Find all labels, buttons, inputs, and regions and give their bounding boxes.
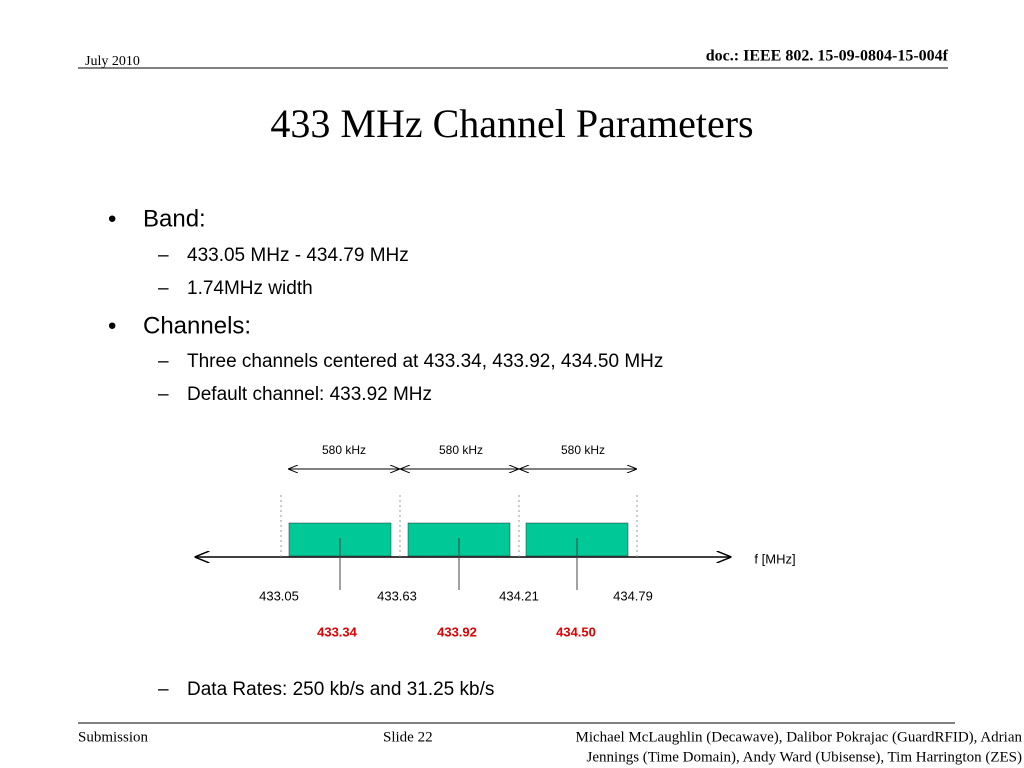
diagram: 580 kHz 580 kHz 580 kHz 433.05 433.63 43… [196,443,796,639]
edge-label: 433.63 [377,588,417,603]
sub-dash: – [158,384,169,405]
sub-text: 1.74MHz width [187,278,313,299]
width-label: 580 kHz [561,443,605,457]
footer-authors: Jennings (Time Domain), Andy Ward (Ubise… [587,749,1022,765]
axis-label: f [MHz] [754,551,795,566]
header-date: July 2010 [85,54,140,69]
header-doc: doc.: IEEE 802. 15-09-0804-15-004f [706,48,949,65]
width-label: 580 kHz [322,443,366,457]
footer-slide: Slide 22 [383,729,433,745]
sub-dash: – [158,679,169,700]
bullet-dot: • [108,205,116,232]
center-label: 433.92 [437,624,477,639]
sub-text: Default channel: 433.92 MHz [187,384,432,405]
width-label: 580 kHz [439,443,483,457]
slide-title: 433 MHz Channel Parameters [270,101,753,146]
edge-label: 434.21 [499,588,539,603]
edge-lines [280,495,638,557]
center-lines [339,538,578,590]
footer-authors: Michael McLaughlin (Decawave), Dalibor P… [575,729,1022,745]
edge-label: 434.79 [613,588,653,603]
sub-text: Three channels centered at 433.34, 433.9… [187,351,663,372]
sub-dash: – [158,278,169,299]
sub-dash: – [158,351,169,372]
edge-label: 433.05 [259,588,299,603]
bullet-text: Band: [143,205,206,232]
footer-left: Submission [78,729,149,745]
center-label: 433.34 [317,624,358,639]
center-label: 434.50 [556,624,596,639]
bullet-text: Channels: [143,312,251,339]
sub-text: Data Rates: 250 kb/s and 31.25 kb/s [187,679,494,700]
sub-text: 433.05 MHz - 434.79 MHz [187,245,409,266]
sub-dash: – [158,245,169,266]
bullet-dot: • [108,312,116,339]
